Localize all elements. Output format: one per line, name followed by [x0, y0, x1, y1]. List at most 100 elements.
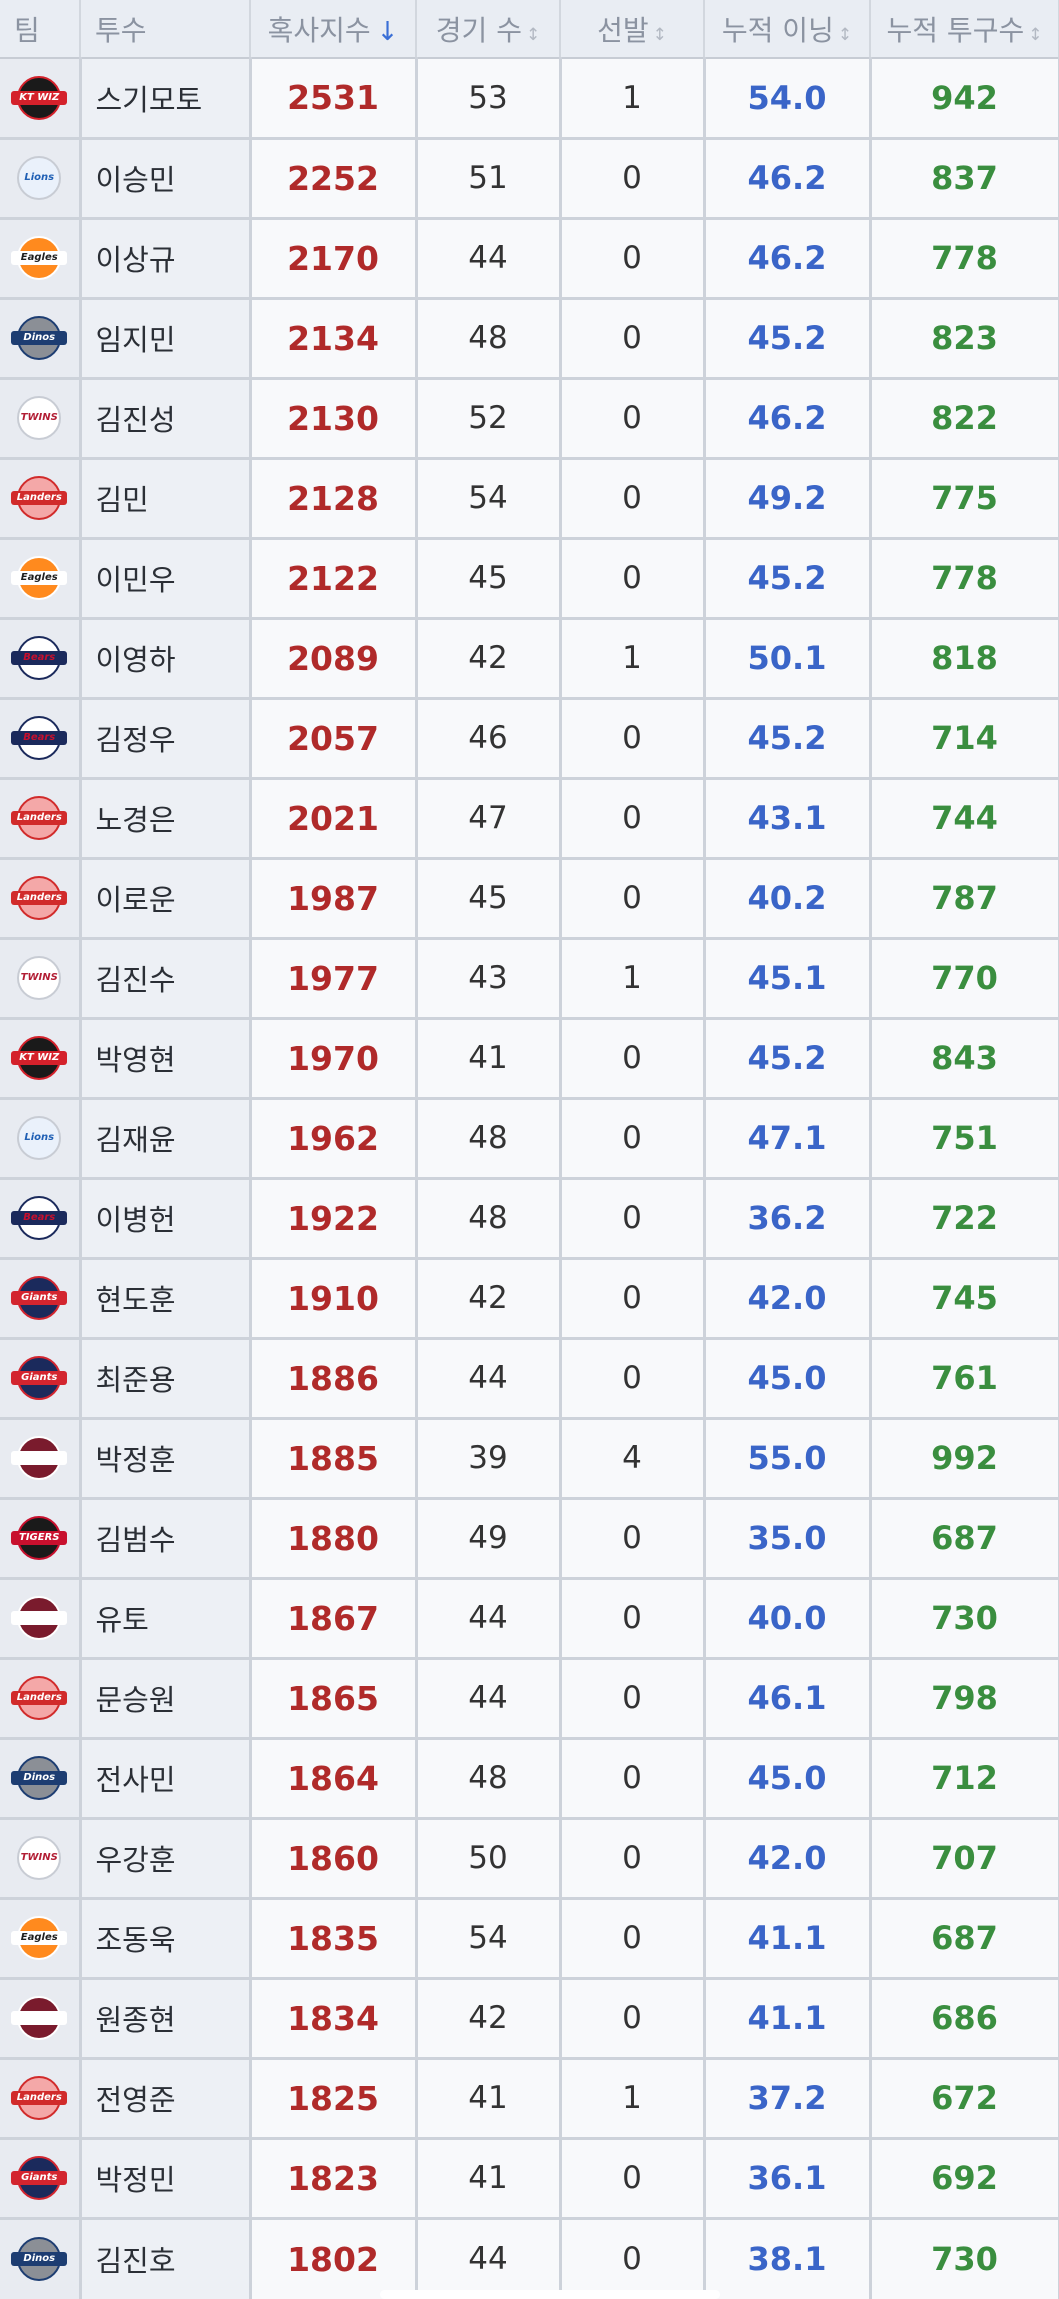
team-cell: Landers [0, 778, 82, 860]
sort-icon[interactable]: ↕ [652, 24, 667, 45]
hosa-index: 1910 [250, 1258, 418, 1340]
table-row[interactable]: KT WIZ 박영현 1970 41 0 45.2 843 [0, 1018, 1059, 1100]
table-row[interactable]: Eagles 조동욱 1835 54 0 41.1 687 [0, 1898, 1059, 1980]
pitch-count: 992 [870, 1418, 1059, 1500]
column-header-games-label: 경기 수 [435, 13, 522, 47]
table-row[interactable]: Kiwoom 원종현 1834 42 0 41.1 686 [0, 1978, 1059, 2060]
table-body: KT WIZ 스기모토 2531 53 1 54.0 942 Lions 이승민 2252 51 0 4… [0, 58, 1059, 2299]
table-row[interactable]: Landers 문승원 1865 44 0 46.1 798 [0, 1658, 1059, 1740]
team-logo-text: Eagles [11, 1931, 68, 1945]
games-count: 54 [416, 458, 562, 540]
starts-count: 0 [560, 1818, 706, 1900]
team-cell: Bears [0, 618, 82, 700]
innings-total: 46.2 [704, 218, 872, 300]
table-row[interactable]: Landers 전영준 1825 41 1 37.2 672 [0, 2058, 1059, 2140]
table-row[interactable]: Dinos 김진호 1802 44 0 38.1 730 [0, 2218, 1059, 2299]
innings-total: 54.0 [704, 58, 872, 140]
team-cell: Landers [0, 1658, 82, 1740]
column-header-starts[interactable]: 선발 ↕ [560, 0, 705, 59]
table-row[interactable]: TWINS 김진성 2130 52 0 46.2 822 [0, 378, 1059, 460]
starts-count: 0 [560, 378, 706, 460]
table-row[interactable]: Landers 김민 2128 54 0 49.2 775 [0, 458, 1059, 540]
team-logo-text: Dinos [11, 331, 68, 345]
starts-count: 0 [560, 138, 706, 220]
table-row[interactable]: Lions 김재윤 1962 48 0 47.1 751 [0, 1098, 1059, 1180]
table-row[interactable]: Landers 이로운 1987 45 0 40.2 787 [0, 858, 1059, 940]
games-count: 49 [416, 1498, 562, 1580]
table-row[interactable]: Eagles 이민우 2122 45 0 45.2 778 [0, 538, 1059, 620]
games-count: 44 [416, 1578, 562, 1660]
sort-desc-icon[interactable]: ↓ [376, 16, 399, 47]
sort-icon[interactable]: ↕ [1028, 24, 1043, 45]
team-cell: TIGERS [0, 1498, 82, 1580]
table-row[interactable]: TIGERS 김범수 1880 49 0 35.0 687 [0, 1498, 1059, 1580]
table-row[interactable]: Bears 김정우 2057 46 0 45.2 714 [0, 698, 1059, 780]
column-header-innings-label: 누적 이닝 [721, 13, 834, 47]
pitcher-name: 이영하 [80, 618, 252, 700]
hosa-index: 2089 [250, 618, 418, 700]
pitch-count: 722 [870, 1178, 1059, 1260]
table-row[interactable]: Eagles 이상규 2170 44 0 46.2 778 [0, 218, 1059, 300]
starts-count: 0 [560, 298, 706, 380]
innings-total: 36.2 [704, 1178, 872, 1260]
team-logo-text: Landers [11, 811, 68, 825]
team-cell: Giants [0, 1258, 82, 1340]
team-logo-text: Bears [11, 651, 68, 665]
pitcher-name: 이병헌 [80, 1178, 252, 1260]
column-header-hosa[interactable]: 혹사지수 ↓ [250, 0, 417, 59]
pitcher-name: 원종현 [80, 1978, 252, 2060]
table-row[interactable]: Lions 이승민 2252 51 0 46.2 837 [0, 138, 1059, 220]
team-cell: Landers [0, 858, 82, 940]
team-cell: Kiwoom [0, 1418, 82, 1500]
pitcher-name: 김범수 [80, 1498, 252, 1580]
table-row[interactable]: Bears 이병헌 1922 48 0 36.2 722 [0, 1178, 1059, 1260]
table-row[interactable]: Kiwoom 박정훈 1885 39 4 55.0 992 [0, 1418, 1059, 1500]
team-cell: TWINS [0, 1818, 82, 1900]
table-row[interactable]: Bears 이영하 2089 42 1 50.1 818 [0, 618, 1059, 700]
team-cell: Eagles [0, 538, 82, 620]
column-header-pitches[interactable]: 누적 투구수 ↕ [870, 0, 1059, 59]
games-count: 52 [416, 378, 562, 460]
header-row: 팀 투수 혹사지수 ↓ 경기 수 ↕ 선발 ↕ 누적 이닝 ↕ 누적 투구수 ↕ [0, 0, 1059, 59]
innings-total: 41.1 [704, 1978, 872, 2060]
table-row[interactable]: Giants 현도훈 1910 42 0 42.0 745 [0, 1258, 1059, 1340]
team-logo-icon: Dinos [11, 316, 68, 360]
pitch-count: 818 [870, 618, 1059, 700]
table-row[interactable]: Kiwoom 유토 1867 44 0 40.0 730 [0, 1578, 1059, 1660]
pitch-count: 687 [870, 1498, 1059, 1580]
table-row[interactable]: TWINS 우강훈 1860 50 0 42.0 707 [0, 1818, 1059, 1900]
team-logo-text: Landers [11, 491, 68, 505]
team-logo-text: Dinos [11, 2252, 68, 2266]
pitch-count: 744 [870, 778, 1059, 860]
table-row[interactable]: Dinos 임지민 2134 48 0 45.2 823 [0, 298, 1059, 380]
pitcher-name: 김정우 [80, 698, 252, 780]
team-logo-icon: Eagles [11, 236, 68, 280]
games-count: 48 [416, 1738, 562, 1820]
games-count: 44 [416, 1658, 562, 1740]
pitch-count: 770 [870, 938, 1059, 1020]
games-count: 44 [416, 2218, 562, 2299]
table-row[interactable]: Dinos 전사민 1864 48 0 45.0 712 [0, 1738, 1059, 1820]
table-row[interactable]: KT WIZ 스기모토 2531 53 1 54.0 942 [0, 58, 1059, 140]
sort-icon[interactable]: ↕ [525, 24, 541, 45]
pitch-count: 761 [870, 1338, 1059, 1420]
hosa-index: 1865 [250, 1658, 418, 1740]
table-row[interactable]: TWINS 김진수 1977 43 1 45.1 770 [0, 938, 1059, 1020]
table-row[interactable]: Giants 최준용 1886 44 0 45.0 761 [0, 1338, 1059, 1420]
column-header-innings[interactable]: 누적 이닝 ↕ [704, 0, 871, 59]
table-row[interactable]: Landers 노경은 2021 47 0 43.1 744 [0, 778, 1059, 860]
games-count: 53 [416, 58, 562, 140]
starts-count: 0 [560, 1978, 706, 2060]
team-logo-icon: Landers [11, 876, 68, 920]
sort-icon[interactable]: ↕ [837, 24, 853, 45]
games-count: 54 [416, 1898, 562, 1980]
team-logo-text: Giants [11, 1291, 68, 1305]
hosa-index: 1987 [250, 858, 418, 940]
column-header-games[interactable]: 경기 수 ↕ [416, 0, 561, 59]
team-logo-icon: Kiwoom [11, 1996, 68, 2040]
team-cell: Lions [0, 1098, 82, 1180]
table-row[interactable]: Giants 박정민 1823 41 0 36.1 692 [0, 2138, 1059, 2220]
starts-count: 0 [560, 1898, 706, 1980]
pitch-count: 843 [870, 1018, 1059, 1100]
hosa-index: 2252 [250, 138, 418, 220]
